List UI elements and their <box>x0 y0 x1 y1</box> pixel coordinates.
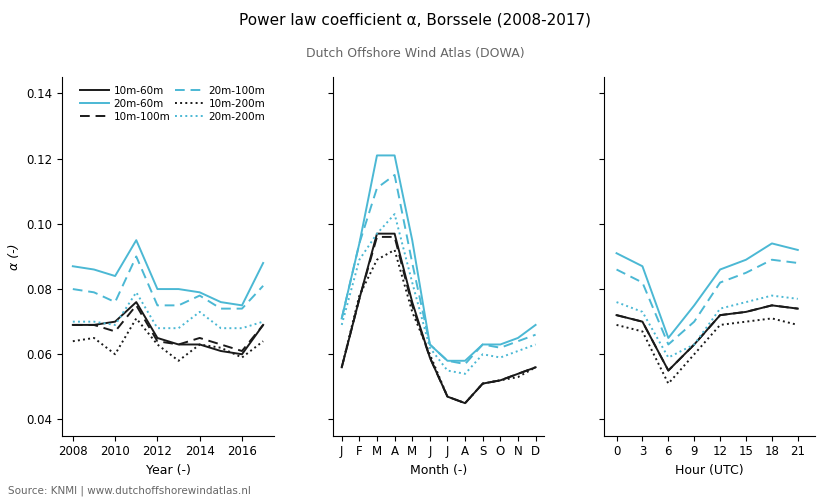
10m-200m <box>68 338 78 344</box>
20m-200m <box>216 325 226 331</box>
10m-60m <box>110 319 120 325</box>
20m-60m <box>110 273 120 279</box>
10m-100m <box>89 322 99 328</box>
10m-100m <box>258 322 268 328</box>
10m-60m <box>68 322 78 328</box>
20m-200m <box>110 322 120 328</box>
20m-60m <box>216 299 226 305</box>
Y-axis label: α (-): α (-) <box>7 243 21 270</box>
20m-60m <box>131 237 141 243</box>
Line: 10m-200m: 10m-200m <box>73 318 263 361</box>
20m-100m <box>153 302 163 308</box>
20m-200m <box>237 325 247 331</box>
10m-100m <box>153 338 163 344</box>
20m-60m <box>258 260 268 266</box>
10m-200m <box>153 342 163 348</box>
10m-200m <box>173 358 183 364</box>
20m-200m <box>173 325 183 331</box>
20m-100m <box>173 302 183 308</box>
X-axis label: Hour (UTC): Hour (UTC) <box>675 464 744 477</box>
10m-60m <box>131 299 141 305</box>
10m-200m <box>110 351 120 357</box>
20m-100m <box>131 253 141 259</box>
20m-60m <box>68 263 78 269</box>
10m-200m <box>131 315 141 321</box>
20m-200m <box>131 289 141 295</box>
10m-200m <box>237 355 247 361</box>
Text: Source: KNMI | www.dutchoffshorewindatlas.nl: Source: KNMI | www.dutchoffshorewindatla… <box>8 485 251 496</box>
10m-100m <box>131 302 141 308</box>
Line: 10m-60m: 10m-60m <box>73 302 263 354</box>
20m-200m <box>153 325 163 331</box>
10m-60m <box>258 322 268 328</box>
20m-100m <box>68 286 78 292</box>
20m-60m <box>237 302 247 308</box>
20m-60m <box>195 289 205 295</box>
10m-60m <box>89 322 99 328</box>
20m-100m <box>216 306 226 312</box>
Text: Dutch Offshore Wind Atlas (DOWA): Dutch Offshore Wind Atlas (DOWA) <box>305 47 525 60</box>
20m-100m <box>237 306 247 312</box>
20m-60m <box>153 286 163 292</box>
20m-100m <box>89 289 99 295</box>
10m-100m <box>237 348 247 354</box>
20m-200m <box>195 309 205 315</box>
10m-100m <box>110 329 120 335</box>
10m-60m <box>195 342 205 348</box>
X-axis label: Month (-): Month (-) <box>410 464 467 477</box>
10m-60m <box>173 342 183 348</box>
20m-200m <box>89 319 99 325</box>
Legend: 10m-60m, 20m-60m, 10m-100m, 20m-100m, 10m-200m, 20m-200m: 10m-60m, 20m-60m, 10m-100m, 20m-100m, 10… <box>77 82 269 125</box>
Line: 10m-100m: 10m-100m <box>73 305 263 351</box>
20m-100m <box>110 299 120 305</box>
20m-60m <box>89 266 99 272</box>
10m-100m <box>173 342 183 348</box>
10m-200m <box>89 335 99 341</box>
20m-200m <box>68 319 78 325</box>
Text: Power law coefficient α, Borssele (2008-2017): Power law coefficient α, Borssele (2008-… <box>239 12 591 27</box>
X-axis label: Year (-): Year (-) <box>145 464 190 477</box>
10m-200m <box>195 342 205 348</box>
20m-100m <box>258 283 268 289</box>
10m-200m <box>216 345 226 351</box>
10m-200m <box>258 338 268 344</box>
10m-60m <box>237 351 247 357</box>
Line: 20m-200m: 20m-200m <box>73 292 263 328</box>
10m-100m <box>195 335 205 341</box>
20m-200m <box>258 319 268 325</box>
10m-60m <box>153 335 163 341</box>
10m-100m <box>68 322 78 328</box>
20m-60m <box>173 286 183 292</box>
20m-100m <box>195 293 205 299</box>
10m-60m <box>216 348 226 354</box>
Line: 20m-100m: 20m-100m <box>73 256 263 309</box>
Line: 20m-60m: 20m-60m <box>73 240 263 305</box>
10m-100m <box>216 342 226 348</box>
